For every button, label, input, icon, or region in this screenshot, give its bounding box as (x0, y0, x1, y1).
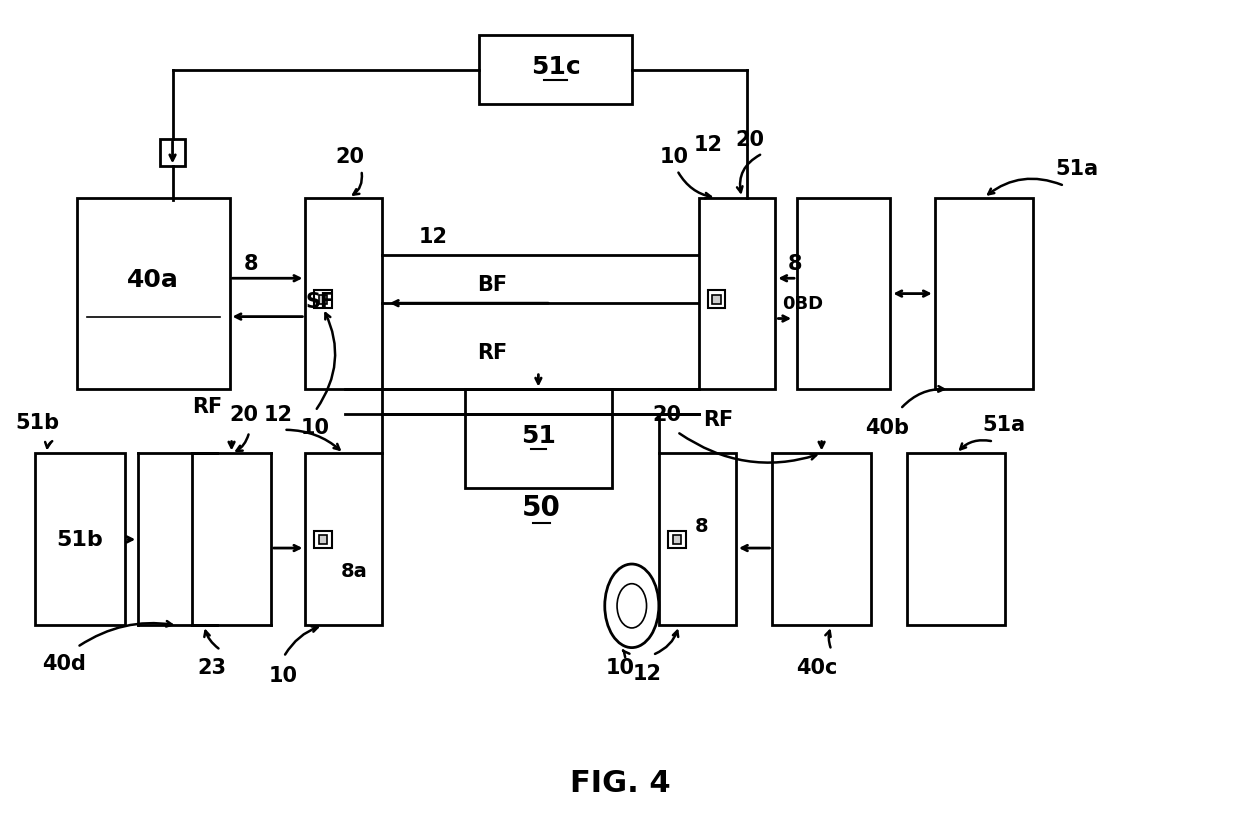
Text: 0BD: 0BD (782, 294, 823, 313)
Text: 23: 23 (197, 657, 227, 677)
Bar (668, 531, 686, 548)
Text: 12: 12 (634, 663, 662, 683)
Text: 51c: 51c (531, 55, 580, 79)
Text: 51a: 51a (1055, 159, 1099, 179)
FancyArrowPatch shape (205, 631, 218, 649)
Bar (672, 535, 682, 544)
FancyArrowPatch shape (45, 441, 52, 448)
Text: 20: 20 (229, 405, 259, 425)
FancyArrowPatch shape (316, 314, 335, 410)
Text: 50: 50 (522, 494, 560, 522)
FancyArrowPatch shape (237, 435, 248, 451)
Text: 51b: 51b (57, 530, 103, 550)
Text: 40d: 40d (42, 653, 87, 673)
Bar (77, 198, 229, 390)
Bar (305, 454, 382, 625)
Text: 40b: 40b (866, 417, 909, 437)
FancyArrowPatch shape (680, 434, 816, 463)
FancyArrowPatch shape (622, 650, 630, 657)
Text: 20: 20 (735, 130, 764, 150)
Text: 10: 10 (300, 417, 330, 437)
Bar (480, 37, 632, 105)
Bar (935, 198, 1033, 390)
Bar (797, 198, 890, 390)
FancyArrowPatch shape (678, 173, 711, 199)
FancyArrowPatch shape (960, 441, 991, 450)
Text: 12: 12 (694, 135, 723, 155)
Text: 10: 10 (660, 147, 688, 167)
Text: 51a: 51a (982, 415, 1025, 435)
Text: RF: RF (703, 410, 734, 430)
Text: 8a: 8a (341, 561, 367, 580)
Bar (305, 198, 382, 390)
FancyArrowPatch shape (286, 431, 340, 450)
Text: BF: BF (477, 274, 507, 294)
FancyArrowPatch shape (826, 631, 831, 648)
Text: 40a: 40a (128, 268, 180, 292)
Bar (319, 296, 327, 304)
FancyArrowPatch shape (353, 174, 362, 196)
Text: RF: RF (192, 397, 222, 416)
Bar (698, 198, 775, 390)
Bar (160, 140, 185, 167)
Ellipse shape (618, 584, 646, 628)
Text: 8: 8 (244, 253, 258, 273)
Text: 12: 12 (263, 405, 293, 425)
Text: 10: 10 (269, 665, 298, 685)
Bar (708, 291, 725, 308)
Bar (908, 454, 1006, 625)
Text: 20: 20 (335, 147, 365, 167)
FancyArrowPatch shape (79, 621, 172, 646)
Bar (319, 535, 327, 544)
Text: 20: 20 (652, 405, 682, 425)
FancyArrowPatch shape (737, 155, 760, 193)
FancyArrowPatch shape (285, 627, 317, 655)
Text: 8: 8 (787, 253, 802, 273)
Bar (465, 390, 613, 488)
Text: FIG. 4: FIG. 4 (569, 768, 671, 798)
FancyArrowPatch shape (903, 387, 944, 408)
Bar (660, 454, 737, 625)
Text: RF: RF (477, 343, 507, 363)
FancyArrowPatch shape (988, 180, 1061, 195)
Text: 51: 51 (521, 423, 556, 447)
Text: 10: 10 (605, 657, 635, 677)
Bar (773, 454, 870, 625)
Text: 12: 12 (419, 227, 448, 247)
Text: SF: SF (305, 292, 335, 312)
Ellipse shape (605, 564, 658, 648)
Text: 40c: 40c (796, 657, 837, 677)
Text: 8: 8 (694, 517, 708, 536)
Bar (712, 296, 720, 304)
Bar (314, 531, 332, 548)
Bar (35, 454, 125, 625)
FancyArrowPatch shape (655, 631, 678, 654)
Bar (314, 291, 332, 308)
Text: 51b: 51b (16, 412, 60, 432)
